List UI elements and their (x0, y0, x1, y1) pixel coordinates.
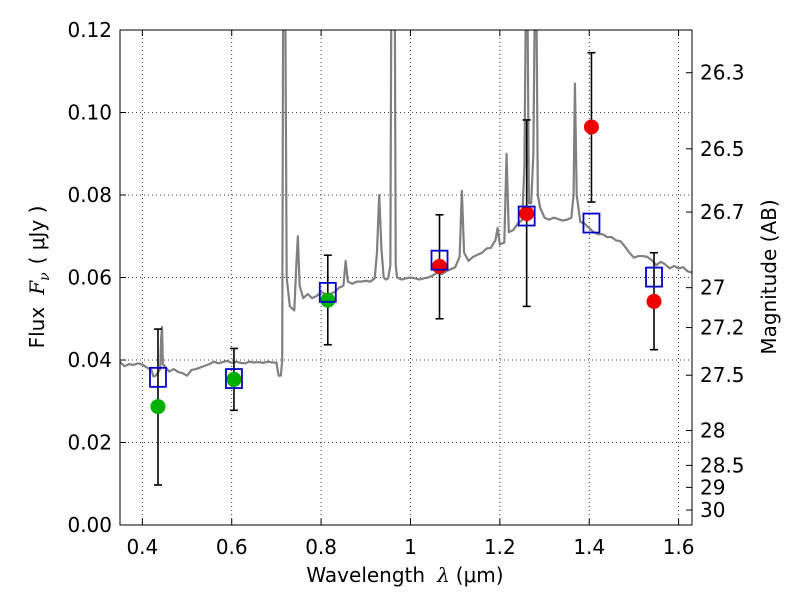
observation-point (583, 119, 599, 135)
y-tick-label: 0.00 (67, 513, 112, 537)
y-tick-label: 0.12 (67, 18, 112, 42)
y-tick-label: 0.06 (67, 266, 112, 290)
observation-point (646, 293, 662, 309)
x-tick-label: 0.8 (305, 535, 337, 559)
y-tick-label: 0.04 (67, 348, 112, 372)
y-tick-label: 0.10 (67, 101, 112, 125)
model-point (225, 368, 243, 389)
y-axis-label: FluxFν( μJy ) (25, 206, 53, 349)
y-tick-label: 0.08 (67, 183, 112, 207)
model-point (645, 266, 663, 288)
y2-tick-label: 28 (700, 419, 725, 443)
model-point (318, 281, 337, 303)
spectrum-line (120, 30, 692, 378)
observation-series (150, 119, 662, 415)
y2-tick-label: 27 (700, 276, 725, 300)
y2-tick-label: 27.2 (700, 316, 745, 340)
x-tick-label: 1.6 (663, 535, 695, 559)
y2-tick-label: 26.7 (700, 200, 745, 224)
y2-tick-label: 27.5 (700, 363, 745, 387)
x-tick-label: 0.6 (216, 535, 248, 559)
x-tick-label: 1 (404, 535, 417, 559)
y-axis: 0.00 0.02 0.04 0.06 0.08 0.10 0.12 (67, 18, 126, 537)
observation-point (226, 371, 242, 387)
model-point (149, 366, 167, 388)
y2-tick-label: 26.5 (700, 137, 745, 161)
y2-tick-label: 29 (700, 475, 725, 499)
x-axis-label: Wavelength λ (μm) (306, 563, 503, 587)
x-tick-label: 0.4 (126, 535, 158, 559)
spectrum-series (120, 30, 692, 378)
x-axis: 0.4 0.6 0.8 1 1.2 1.4 1.6 (126, 30, 695, 559)
observation-point (432, 258, 448, 274)
model-point (430, 249, 449, 271)
y2-tick-label: 30 (700, 498, 725, 522)
observation-point (320, 292, 336, 308)
y2-tick-label: 28.5 (700, 453, 745, 477)
observation-point (519, 206, 535, 222)
y2-tick-label: 26.3 (700, 61, 745, 85)
observation-point (150, 399, 166, 415)
x-tick-label: 1.2 (484, 535, 516, 559)
x-tick-label: 1.4 (573, 535, 605, 559)
y-tick-label: 0.02 (67, 431, 112, 455)
model-series (149, 205, 663, 389)
model-point (517, 205, 536, 227)
errorbar-series (153, 51, 659, 486)
y2-axis-label: Magnitude (AB) (757, 199, 781, 354)
model-point (582, 212, 601, 234)
